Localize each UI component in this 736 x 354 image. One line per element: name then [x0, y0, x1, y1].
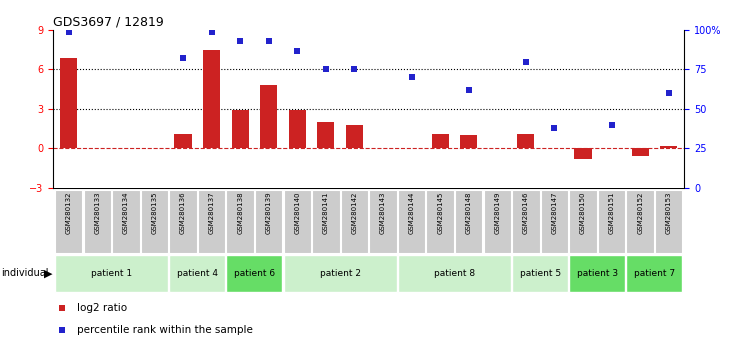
- Bar: [426, 190, 454, 253]
- Bar: [626, 255, 682, 292]
- Bar: [626, 190, 654, 253]
- Bar: [227, 190, 254, 253]
- Text: ▶: ▶: [44, 268, 53, 279]
- Bar: [60, 58, 77, 148]
- Text: patient 2: patient 2: [319, 269, 361, 278]
- Bar: [227, 255, 283, 292]
- Bar: [655, 190, 682, 253]
- Bar: [55, 190, 82, 253]
- Text: percentile rank within the sample: percentile rank within the sample: [77, 325, 253, 335]
- Text: GSM280153: GSM280153: [666, 192, 672, 234]
- Text: GSM280144: GSM280144: [408, 192, 414, 234]
- Text: GSM280152: GSM280152: [637, 192, 643, 234]
- Bar: [460, 135, 478, 148]
- Bar: [232, 110, 249, 148]
- Bar: [598, 190, 626, 253]
- Text: GSM280137: GSM280137: [208, 192, 215, 234]
- Bar: [512, 255, 568, 292]
- Bar: [203, 50, 220, 148]
- Bar: [255, 190, 283, 253]
- Bar: [431, 134, 449, 148]
- Text: patient 4: patient 4: [177, 269, 218, 278]
- Text: GDS3697 / 12819: GDS3697 / 12819: [53, 16, 163, 29]
- Text: GSM280132: GSM280132: [66, 192, 71, 234]
- Text: log2 ratio: log2 ratio: [77, 303, 127, 313]
- Bar: [341, 190, 368, 253]
- Bar: [283, 255, 397, 292]
- Bar: [541, 190, 568, 253]
- Text: GSM280146: GSM280146: [523, 192, 529, 234]
- Bar: [169, 190, 197, 253]
- Text: patient 3: patient 3: [577, 269, 618, 278]
- Bar: [84, 190, 111, 253]
- Bar: [174, 134, 191, 148]
- Bar: [312, 190, 339, 253]
- Bar: [517, 134, 534, 148]
- Text: patient 8: patient 8: [434, 269, 475, 278]
- Text: GSM280151: GSM280151: [609, 192, 615, 234]
- Text: GSM280149: GSM280149: [495, 192, 500, 234]
- Bar: [484, 190, 511, 253]
- Bar: [317, 122, 334, 148]
- Bar: [398, 255, 511, 292]
- Text: GSM280150: GSM280150: [580, 192, 586, 234]
- Text: GSM280139: GSM280139: [266, 192, 272, 234]
- Text: GSM280133: GSM280133: [94, 192, 100, 234]
- Bar: [55, 255, 168, 292]
- Bar: [575, 148, 592, 159]
- Text: patient 6: patient 6: [234, 269, 275, 278]
- Text: GSM280145: GSM280145: [437, 192, 443, 234]
- Text: GSM280143: GSM280143: [380, 192, 386, 234]
- Text: GSM280136: GSM280136: [180, 192, 186, 234]
- Bar: [198, 190, 225, 253]
- Bar: [631, 148, 648, 156]
- Bar: [512, 190, 539, 253]
- Bar: [112, 190, 140, 253]
- Text: GSM280135: GSM280135: [152, 192, 158, 234]
- Bar: [570, 190, 597, 253]
- Bar: [570, 255, 626, 292]
- Text: GSM280147: GSM280147: [551, 192, 557, 234]
- Text: GSM280142: GSM280142: [352, 192, 358, 234]
- Text: GSM280138: GSM280138: [237, 192, 243, 234]
- Text: patient 5: patient 5: [520, 269, 561, 278]
- Bar: [169, 255, 225, 292]
- Bar: [283, 190, 311, 253]
- Bar: [455, 190, 483, 253]
- Bar: [660, 145, 677, 148]
- Text: GSM280134: GSM280134: [123, 192, 129, 234]
- Bar: [141, 190, 168, 253]
- Text: GSM280141: GSM280141: [323, 192, 329, 234]
- Bar: [346, 125, 363, 148]
- Bar: [369, 190, 397, 253]
- Text: GSM280140: GSM280140: [294, 192, 300, 234]
- Bar: [260, 85, 277, 148]
- Bar: [289, 110, 306, 148]
- Text: patient 1: patient 1: [91, 269, 132, 278]
- Text: GSM280148: GSM280148: [466, 192, 472, 234]
- Text: patient 7: patient 7: [634, 269, 675, 278]
- Text: individual: individual: [1, 268, 49, 279]
- Bar: [398, 190, 425, 253]
